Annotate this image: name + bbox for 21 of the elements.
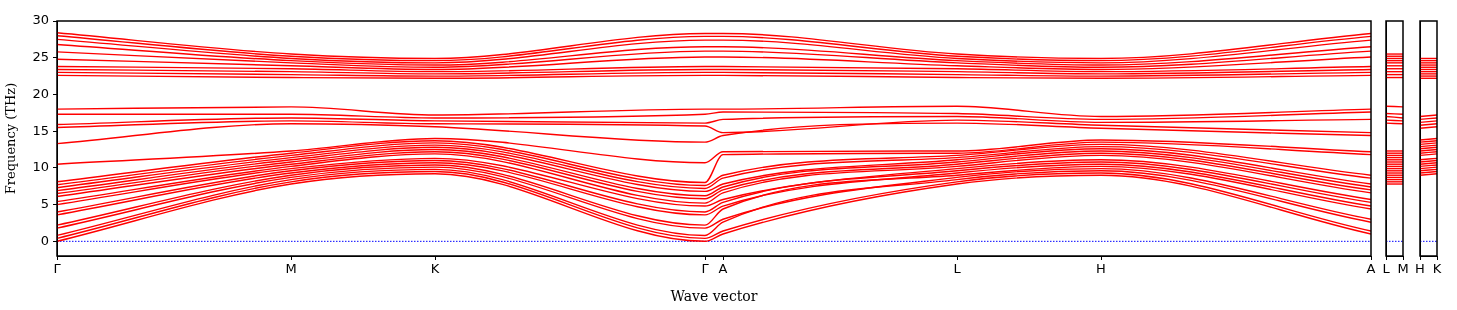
x-tick-label: H	[1096, 261, 1106, 277]
x-axis-title: Wave vector	[670, 288, 758, 305]
y-tick-label: 5	[40, 195, 49, 211]
y-tick-label: 10	[32, 159, 49, 175]
x-tick-label: K	[430, 261, 440, 277]
x-tick-label: K	[1432, 261, 1442, 277]
y-tick-label: 25	[32, 49, 49, 65]
x-tick-label: M	[285, 261, 297, 277]
y-axis-title: Frequency (THz)	[3, 82, 19, 195]
x-tick-label: M	[1397, 261, 1409, 277]
x-tick-label: H	[1415, 261, 1425, 277]
x-tick-label: Γ	[701, 261, 710, 277]
y-tick-label: 20	[32, 85, 49, 101]
y-tick-label: 30	[32, 12, 49, 28]
x-tick-label: A	[718, 261, 728, 277]
y-tick-label: 15	[32, 122, 49, 138]
x-tick-label: Γ	[53, 261, 62, 277]
y-tick-label: 0	[40, 232, 49, 248]
x-tick-label: L	[953, 261, 962, 277]
x-tick-label: L	[1382, 261, 1391, 277]
x-tick-label: A	[1366, 261, 1376, 277]
